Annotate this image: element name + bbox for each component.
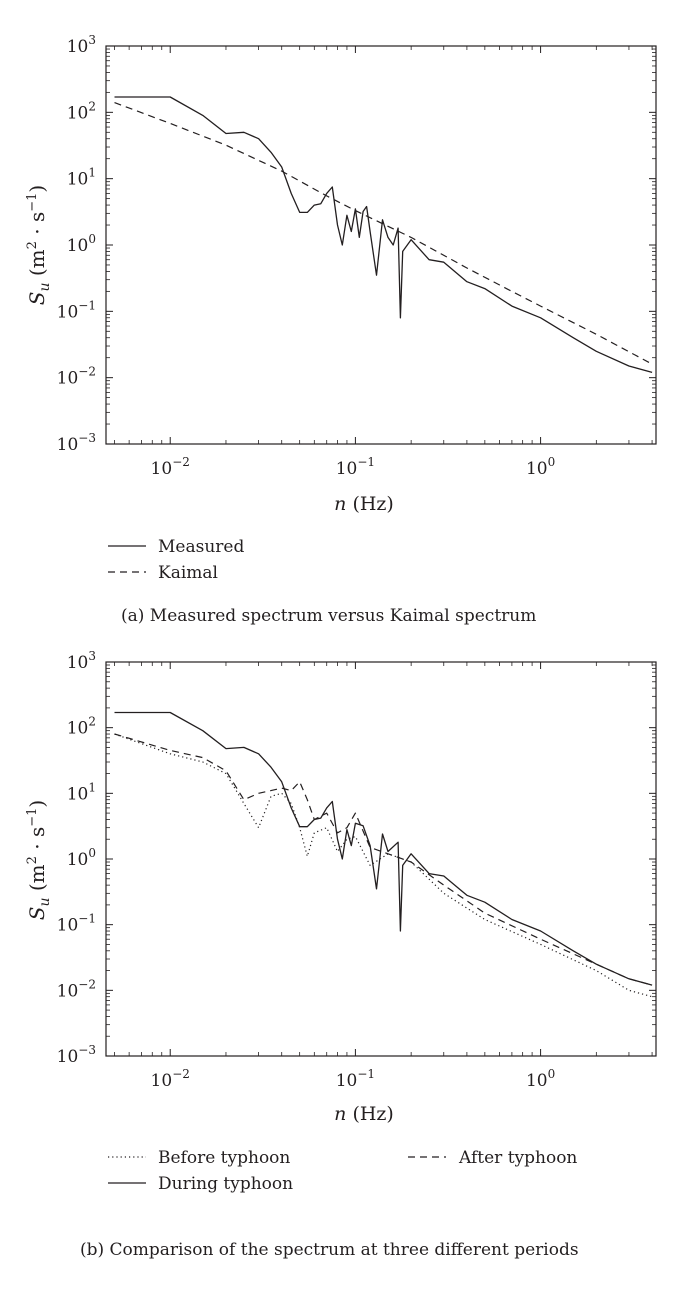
- x-axis-label: n (Hz): [334, 493, 394, 515]
- y-tick-label: 10−2: [57, 365, 96, 389]
- caption-a: (a) Measured spectrum versus Kaimal spec…: [121, 606, 536, 626]
- x-tick-label: 10−1: [336, 1067, 375, 1091]
- y-tick-label: 10−2: [57, 977, 96, 1001]
- tick-marks: [106, 45, 656, 445]
- legend-label-kaimal: Kaimal: [158, 563, 218, 583]
- series-measured-line: [114, 96, 653, 374]
- y-tick-label: 10−3: [57, 1043, 96, 1067]
- x-tick-label: 100: [526, 455, 555, 479]
- y-tick-label: 100: [67, 846, 96, 870]
- y-axis-label: Su (m2 · s−1): [25, 800, 53, 920]
- y-tick-label: 103: [67, 33, 96, 57]
- y-tick-label: 10−3: [57, 431, 96, 455]
- panel-b: 10−3 10−2 10−1 100 101 102 103 10−2 10−1 100 Su …: [25, 649, 657, 1260]
- x-tick-labels: 10−2 10−1 100: [151, 1067, 556, 1091]
- series-during-typhoon-line: [114, 711, 653, 986]
- legend: Measured Kaimal: [108, 537, 244, 583]
- series-layer: [114, 711, 653, 998]
- caption-b: (b) Comparison of the spectrum at three …: [80, 1240, 579, 1260]
- y-tick-label: 10−1: [57, 912, 96, 936]
- legend: Before typhoon After typhoon During typh…: [108, 1148, 577, 1194]
- legend-label-before: Before typhoon: [158, 1148, 290, 1168]
- series-after-typhoon-line: [114, 733, 653, 986]
- legend-label-after: After typhoon: [458, 1148, 577, 1168]
- y-tick-label: 101: [67, 780, 96, 804]
- y-tick-label: 102: [67, 99, 96, 123]
- x-tick-labels: 10−2 10−1 100: [151, 455, 556, 479]
- x-tick-label: 10−1: [336, 455, 375, 479]
- series-kaimal-line: [114, 102, 653, 365]
- y-tick-label: 10−1: [57, 298, 96, 322]
- y-tick-label: 103: [67, 649, 96, 673]
- y-tick-labels: 10−3 10−2 10−1 100 101 102 103: [57, 649, 96, 1067]
- x-tick-label: 10−2: [151, 1067, 190, 1091]
- legend-label-measured: Measured: [158, 537, 244, 557]
- x-tick-label: 10−2: [151, 455, 190, 479]
- y-tick-label: 100: [67, 232, 96, 256]
- y-tick-label: 102: [67, 715, 96, 739]
- y-tick-label: 101: [67, 166, 96, 190]
- y-axis-label: Su (m2 · s−1): [25, 185, 53, 305]
- series-layer: [114, 96, 653, 374]
- x-axis-label: n (Hz): [334, 1103, 394, 1125]
- plot-frame: [105, 45, 657, 445]
- x-tick-label: 100: [526, 1067, 555, 1091]
- y-tick-labels: 10−3 10−2 10−1 100 101 102 103: [57, 33, 96, 455]
- series-before-typhoon-line: [114, 733, 653, 998]
- legend-label-during: During typhoon: [158, 1174, 293, 1194]
- panel-a: 10−3 10−2 10−1 100 101 102 103 10−2 10−1 100 Su …: [25, 33, 657, 626]
- tick-marks: [106, 661, 656, 1057]
